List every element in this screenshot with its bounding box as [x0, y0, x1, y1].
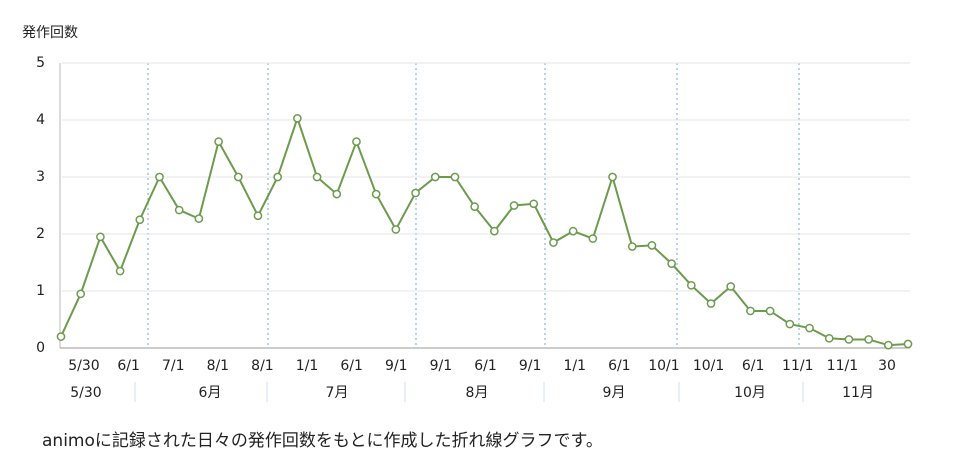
data-point [627, 242, 637, 251]
data-point [844, 335, 854, 344]
data-point [568, 226, 578, 236]
y-tick-label: 5 [36, 55, 45, 71]
x-tick-label: 8/1 [207, 358, 230, 374]
data-point [489, 226, 499, 236]
x-tick-label: 1/1 [563, 358, 586, 374]
x-tick-label: 7/1 [162, 358, 185, 374]
data-point [785, 319, 795, 329]
x-tick-label: 6/1 [608, 358, 631, 374]
y-tick-label: 4 [36, 112, 45, 128]
data-point [765, 306, 775, 316]
data-point [588, 234, 598, 243]
data-point [174, 205, 184, 215]
data-point [647, 241, 657, 250]
x-tick-label: 6/1 [474, 358, 497, 374]
data-point [470, 202, 480, 211]
data-point [214, 137, 223, 147]
month-label: 6月 [199, 385, 222, 401]
caption: animoに記録された日々の発作回数をもとに作成した折れ線グラフです。 [42, 431, 603, 451]
x-tick-label: 9/1 [385, 358, 408, 374]
x-tick-label: 10/1 [693, 358, 724, 374]
data-point [430, 172, 440, 182]
x-tick-label: 6/1 [117, 358, 140, 374]
data-point [529, 199, 539, 209]
x-tick-label: 30 [878, 358, 896, 374]
data-line [60, 115, 909, 347]
x-tick-label: 9/1 [519, 358, 542, 374]
x-tick-label: 5/30 [68, 358, 99, 374]
data-point [371, 189, 381, 199]
x-tick-label: 9/1 [430, 358, 453, 374]
x-tick-label: 8/1 [251, 358, 274, 374]
month-label: 8月 [466, 385, 489, 401]
x-tick-label: 10/1 [648, 358, 679, 374]
data-point [155, 172, 164, 182]
data-point [352, 137, 361, 147]
data-point [667, 259, 676, 268]
x-tick-label: 11/1 [827, 358, 858, 374]
data-point [450, 172, 460, 182]
data-point [115, 266, 125, 276]
x-tick-label: 1/1 [296, 358, 319, 374]
data-point [56, 332, 66, 341]
data-point [706, 299, 716, 308]
data-point [312, 172, 322, 182]
data-point [864, 335, 873, 344]
data-point [509, 201, 519, 210]
data-point [135, 215, 145, 225]
y-tick-label: 0 [36, 340, 45, 356]
data-point [76, 289, 86, 299]
data-point [686, 280, 696, 290]
y-tick-label: 1 [36, 283, 45, 299]
data-point [194, 214, 204, 223]
data-point [726, 282, 736, 291]
data-point [253, 211, 263, 221]
month-label: 11月 [842, 385, 874, 401]
x-tick-label: 6/1 [340, 358, 363, 374]
data-point [332, 189, 342, 199]
month-label: 7月 [326, 385, 349, 401]
data-point [233, 172, 243, 182]
y-tick-label: 2 [36, 226, 45, 242]
data-point [549, 238, 558, 247]
data-point [273, 172, 283, 182]
month-label: 10月 [734, 385, 766, 401]
data-point [411, 188, 420, 198]
data-point [608, 172, 617, 182]
data-point [805, 323, 814, 333]
data-point [903, 339, 913, 349]
data-point [824, 333, 834, 343]
data-point [96, 232, 105, 242]
x-tick-label: 6/1 [742, 358, 765, 374]
data-point [883, 340, 893, 350]
y-tick-label: 3 [36, 169, 45, 185]
x-tick-label: 11/1 [782, 358, 813, 374]
month-label: 5/30 [70, 385, 101, 401]
y-axis-label: 発作回数 [22, 25, 78, 41]
data-point [293, 113, 302, 123]
month-label: 9月 [603, 385, 626, 401]
data-point [391, 225, 401, 234]
data-point [746, 306, 755, 316]
